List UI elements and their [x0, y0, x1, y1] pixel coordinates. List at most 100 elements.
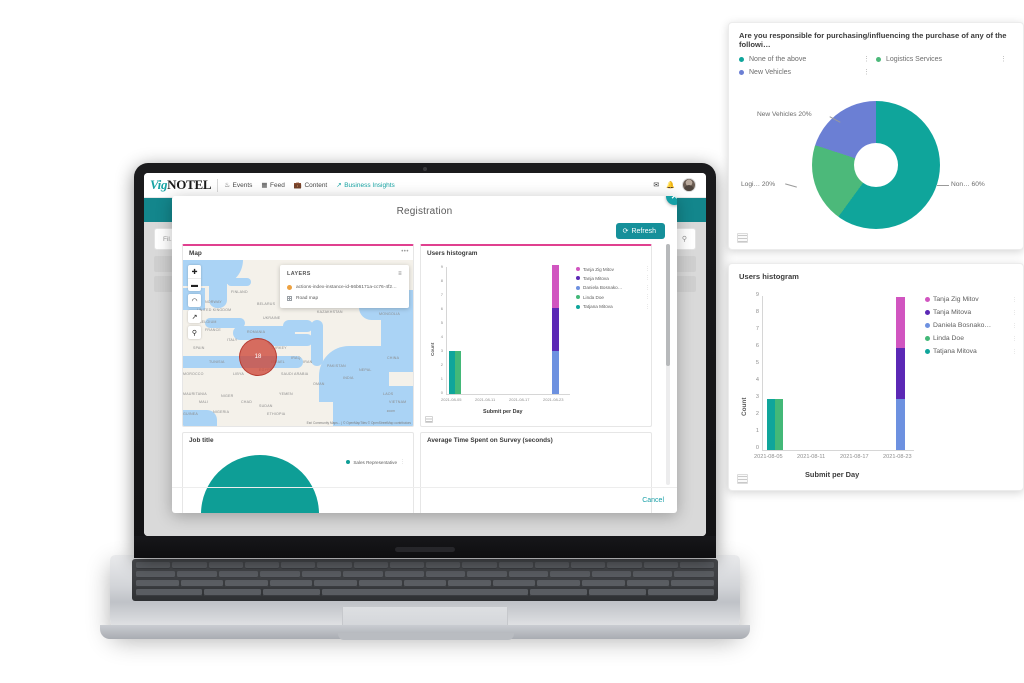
- map-label: NORWAY: [205, 300, 222, 304]
- search-tool-icon[interactable]: ⚲: [191, 329, 198, 337]
- map-label: IRAQ: [291, 356, 301, 360]
- close-icon[interactable]: ✕: [666, 196, 677, 205]
- map-label: IRAN: [303, 360, 313, 364]
- legend-label: Daniela Bosnako…: [583, 285, 623, 291]
- scrollbar-thumb[interactable]: [666, 244, 670, 366]
- nav-item-business-insights[interactable]: ↗ Business Insights: [336, 181, 395, 190]
- card-users-histogram: Users histogram Count 9 8 7 6 5 4 3 2 1 …: [728, 263, 1024, 491]
- mail-icon[interactable]: ✉: [653, 182, 660, 189]
- legend-menu-icon[interactable]: ⋮: [400, 459, 405, 465]
- nav-label: Business Insights: [344, 181, 395, 189]
- job-title-pie[interactable]: [201, 455, 319, 513]
- legend-item[interactable]: Tanja Mitova ⋮: [576, 275, 650, 281]
- table-view-icon[interactable]: [737, 474, 748, 484]
- bar-segment[interactable]: [896, 297, 905, 348]
- avatar[interactable]: [682, 178, 696, 192]
- cancel-button[interactable]: Cancel: [642, 497, 664, 504]
- legend-item-new-vehicles[interactable]: New Vehicles ⋮: [739, 68, 876, 76]
- legend-menu-icon[interactable]: ⋮: [645, 266, 650, 272]
- legend-item[interactable]: Daniela Bosnako… ⋮: [576, 285, 650, 291]
- legend-item[interactable]: Linda Doe ⋮: [576, 294, 650, 300]
- donut-ring[interactable]: [812, 101, 940, 229]
- layers-heading: LAYERS ≡: [280, 269, 409, 282]
- webcam-icon: [423, 167, 427, 171]
- legend-item-logistics-services[interactable]: Logistics Services ⋮: [876, 55, 1013, 63]
- bar-segment[interactable]: [552, 308, 559, 351]
- layer-item-actions-index[interactable]: actions-index-instance-id-66b6171a-cc76-…: [280, 282, 409, 293]
- bar-segment[interactable]: [449, 351, 455, 394]
- legend-item[interactable]: Tatjana Mitova ⋮: [576, 304, 650, 310]
- y-tick: 3: [755, 394, 759, 400]
- legend-menu-icon[interactable]: ⋮: [1012, 296, 1017, 303]
- table-view-icon[interactable]: [425, 416, 433, 423]
- layers-list-icon[interactable]: ≡: [398, 271, 402, 277]
- vertical-scrollbar[interactable]: [666, 244, 670, 485]
- bar-segment[interactable]: [896, 399, 905, 450]
- nav-item-feed[interactable]: ▦ Feed: [261, 181, 284, 190]
- bar-segment[interactable]: [896, 348, 905, 399]
- nav-right-actions: ✉ 🔔: [653, 178, 700, 192]
- measure-icon[interactable]: ↗: [191, 313, 198, 321]
- bar-segment[interactable]: [552, 351, 559, 394]
- zoom-in-icon[interactable]: ✚: [191, 268, 198, 276]
- legend-item[interactable]: Tanja Zig Mitov ⋮: [925, 296, 1017, 303]
- map-label: ITALY: [227, 338, 238, 342]
- zoom-out-icon[interactable]: ▬: [188, 278, 201, 291]
- map-label: TUNISIA: [209, 360, 225, 364]
- legend-item[interactable]: Tanja Mitova ⋮: [925, 309, 1017, 316]
- legend-item-none-of-the-above[interactable]: None of the above ⋮: [739, 55, 876, 63]
- legend-item[interactable]: Tanja Zig Mitov ⋮: [576, 266, 650, 272]
- chart-legend: None of the above ⋮ Logistics Services ⋮…: [729, 53, 1023, 81]
- legend-label: Linda Doe: [933, 335, 964, 342]
- dashboard-panel-grid: Map •••: [182, 244, 661, 513]
- map-label: ISRAEL: [271, 360, 285, 364]
- legend-menu-icon[interactable]: ⋮: [1012, 322, 1017, 329]
- map-canvas[interactable]: NORWAY FINLAND BELARUS UKRAINE KAZAKHSTA…: [183, 260, 413, 426]
- legend-item[interactable]: Sales Representative ⋮: [346, 459, 405, 465]
- y-tick: 2: [755, 411, 759, 417]
- table-view-icon[interactable]: [737, 233, 748, 243]
- bar-segment[interactable]: [552, 265, 559, 308]
- map-cluster-marker[interactable]: 18: [239, 338, 277, 376]
- map-label: NIGER: [221, 394, 234, 398]
- legend-menu-icon[interactable]: ⋮: [645, 275, 650, 282]
- refresh-button[interactable]: ⟳ Refresh: [615, 223, 665, 239]
- nav-item-events[interactable]: ♨ Events: [224, 181, 252, 190]
- compass-icon[interactable]: ◠: [191, 297, 198, 305]
- y-tick: 8: [440, 278, 443, 283]
- legend-menu-icon[interactable]: ⋮: [645, 284, 650, 291]
- map-label: PAKISTAN: [327, 364, 346, 368]
- panel-title: Average Time Spent on Survey (seconds): [427, 437, 553, 444]
- bell-icon[interactable]: 🔔: [666, 182, 675, 189]
- legend-menu-icon[interactable]: ⋮: [863, 56, 870, 63]
- feed-icon: ▦: [261, 182, 268, 189]
- legend-menu-icon[interactable]: ⋮: [1012, 348, 1017, 355]
- panel-menu-icon[interactable]: •••: [401, 249, 409, 255]
- map-label: BELGIUM: [199, 320, 217, 324]
- bar-segment[interactable]: [767, 399, 775, 450]
- legend-menu-icon[interactable]: ⋮: [1012, 335, 1017, 342]
- nav-item-content[interactable]: 💼 Content: [294, 181, 327, 190]
- bar-segment[interactable]: [455, 351, 461, 394]
- legend-item[interactable]: Tatjana Mitova ⋮: [925, 348, 1017, 355]
- filter-input[interactable]: Fil...: [163, 235, 176, 243]
- histogram-chart: Count 9 8 7 6 5 4 3 2 1: [421, 260, 651, 426]
- legend-menu-icon[interactable]: ⋮: [863, 69, 870, 76]
- layer-label: Road map: [296, 296, 319, 301]
- legend-color-dot: [576, 276, 580, 281]
- legend-menu-icon[interactable]: ⋮: [1012, 309, 1017, 316]
- lid-chin: [134, 536, 716, 558]
- app-logo[interactable]: VigNOTEL: [150, 177, 211, 193]
- logo-italic: Vig: [150, 177, 168, 192]
- y-tick: 9: [755, 292, 759, 298]
- legend-menu-icon[interactable]: ⋮: [645, 294, 650, 301]
- legend-menu-icon[interactable]: ⋮: [645, 303, 650, 310]
- layer-item-road-map[interactable]: Road map: [280, 293, 409, 304]
- panel-title: Users histogram: [427, 250, 478, 257]
- bar-segment[interactable]: [775, 399, 783, 450]
- search-icon[interactable]: ⚲: [681, 236, 687, 243]
- legend-item[interactable]: Daniela Bosnako… ⋮: [925, 322, 1017, 329]
- laptop-keyboard: [132, 559, 718, 601]
- legend-menu-icon[interactable]: ⋮: [1000, 56, 1007, 63]
- legend-item[interactable]: Linda Doe ⋮: [925, 335, 1017, 342]
